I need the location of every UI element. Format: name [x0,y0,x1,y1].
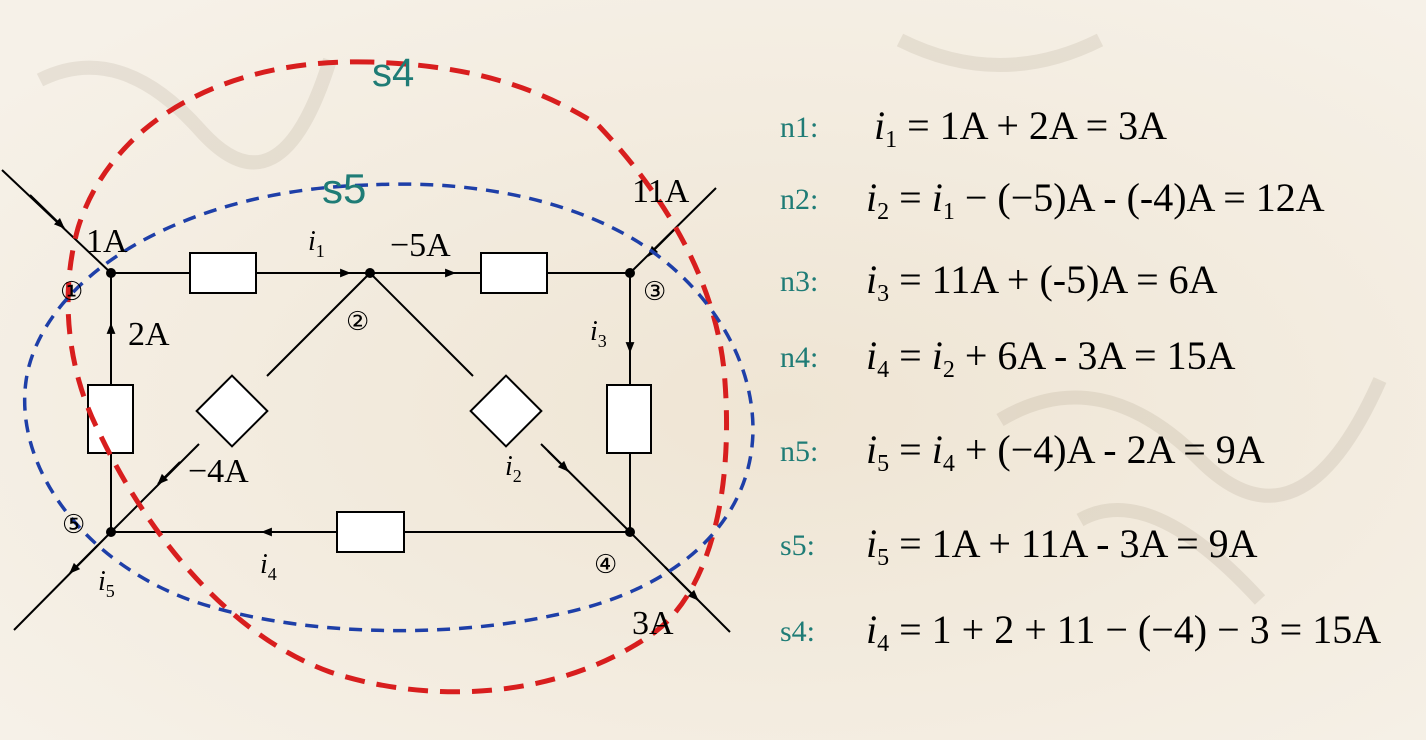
current-name-i1: i1 [308,226,325,261]
current-in-1: 1A [86,223,128,260]
wires [1,169,731,633]
current-branch-2-5: −4A [188,453,249,490]
arrow-out-4 [664,566,699,601]
resistor-2-4 [469,374,543,448]
equation-s4: s4: i4 = 1 + 2 + 11 − (−4) − 3 = 15A [780,602,1381,662]
resistor-2-5 [195,374,269,448]
equation-n4: n4: i4 = i2 + 6A - 3A = 15A [780,328,1236,388]
loop-s5-dashed [22,182,755,633]
arrow-in-1 [29,194,65,229]
equation-label: n2: [780,183,819,216]
equation-label: n5: [780,435,819,468]
current-branch-2-3: −5A [390,227,451,264]
resistor-3-4 [606,384,652,454]
equation-n5: n5: i5 = i4 + (−4)A - 2A = 9A [780,422,1265,482]
current-out-4: 3A [632,605,674,642]
equation-expression: i4 = i2 + 6A - 3A = 15A [866,333,1236,383]
current-name-i5: i5 [98,566,115,601]
resistor-4-5 [336,511,405,553]
equation-expression: i5 = i4 + (−4)A - 2A = 9A [866,427,1265,477]
current-in-3: 11A [632,173,690,210]
equation-label: n3: [780,265,819,298]
equation-s5: s5: i5 = 1A + 11A - 3A = 9A [780,516,1258,576]
node-label-4: ④ [594,550,617,580]
current-name-i3: i3 [590,316,607,351]
node-label-3: ③ [643,277,666,307]
resistor-1-2 [189,252,257,294]
equation-n2: n2: i2 = i1 − (−5)A - (-4)A = 12A [780,170,1325,230]
current-name-i2: i2 [505,451,522,486]
arrow-4A [157,461,181,485]
arrow-i2 [547,450,569,472]
equation-label: n1: [780,111,819,144]
node-label-5: ⑤ [62,510,85,540]
equation-label: s5: [780,529,816,562]
equation-n1: n1: i1 = 1A + 2A = 3A [780,98,1167,158]
loop-s4-dashed [65,59,730,695]
arrow-i5 [69,544,99,574]
background-brush-decoration [36,33,1387,605]
current-branch-1-5: 2A [128,316,170,353]
equation-label: s4: [780,615,816,648]
label-s4: s4 [372,51,414,95]
current-name-i4: i4 [260,549,277,584]
equation-expression: i5 = 1A + 11A - 3A = 9A [866,521,1258,571]
equation-expression: i4 = 1 + 2 + 11 − (−4) − 3 = 15A [866,607,1382,657]
equation-expression: i1 = 1A + 2A = 3A [874,103,1168,153]
equation-n3: n3: i3 = 11A + (-5)A = 6A [780,252,1218,312]
equation-label: n4: [780,341,819,374]
equation-expression: i2 = i1 − (−5)A - (-4)A = 12A [866,175,1325,225]
resistor-2-3 [480,252,548,294]
node-dots [106,268,635,537]
label-s5: s5 [322,165,366,212]
node-label-1: ① [60,277,83,307]
equation-expression: i3 = 11A + (-5)A = 6A [866,257,1218,307]
node-label-2: ② [346,307,369,337]
